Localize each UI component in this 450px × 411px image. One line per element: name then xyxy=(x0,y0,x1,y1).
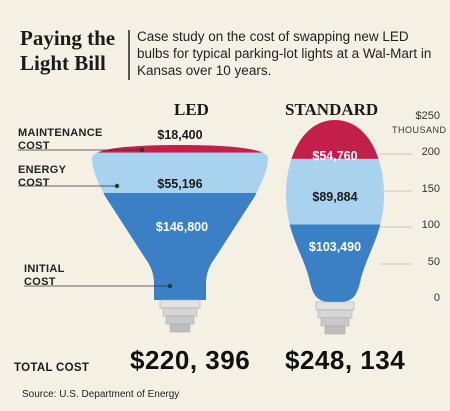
source-note: Source: U.S. Department of Energy xyxy=(22,389,180,400)
leader-dot xyxy=(114,183,120,189)
bar-led-maintenance xyxy=(92,145,268,153)
bar-led-energy xyxy=(92,152,268,193)
y-tick-label: $250 xyxy=(415,110,440,122)
standard-bulb-base xyxy=(317,309,353,319)
y-tick-label: 100 xyxy=(421,219,440,231)
data-label-led-initial: $146,800 xyxy=(156,220,208,234)
leader-dot xyxy=(167,283,173,289)
y-tick-label: 200 xyxy=(421,146,440,158)
standard-bulb xyxy=(286,120,384,335)
data-label-standard-initial: $103,490 xyxy=(309,240,361,254)
data-label-standard-maintenance: $54,760 xyxy=(312,149,357,163)
side-label-maintenance: MAINTENANCE COST xyxy=(18,127,103,152)
y-tick-label: 150 xyxy=(421,183,440,195)
data-label-standard-energy: $89,884 xyxy=(312,190,357,204)
y-tick-label: 50 xyxy=(427,256,440,268)
y-unit-label: THOUSAND xyxy=(392,125,447,135)
side-label-initial: INITIAL COST xyxy=(24,263,65,288)
chart-title: Paying the Light Bill xyxy=(20,26,116,75)
led-bulb-base xyxy=(162,307,198,317)
data-label-led-maintenance: $18,400 xyxy=(157,128,202,142)
category-label-led: LED xyxy=(174,100,209,119)
bar-standard-initial xyxy=(286,224,384,302)
led-bulb-base xyxy=(169,323,191,333)
total-cost-label: TOTAL COST xyxy=(14,362,90,374)
standard-bulb-base xyxy=(320,317,350,327)
gridlines xyxy=(380,153,412,265)
leader-lines xyxy=(18,147,173,289)
bar-standard-energy xyxy=(286,158,384,225)
standard-bulb-base xyxy=(324,325,346,335)
leader-dot xyxy=(139,147,145,153)
y-tick-label: 0 xyxy=(433,292,440,304)
led-bulb-base xyxy=(159,299,201,309)
standard-bulb-base xyxy=(315,301,355,311)
total-value-led: $220, 396 xyxy=(130,345,251,375)
bar-standard-maintenance xyxy=(286,120,384,159)
total-value-standard: $248, 134 xyxy=(285,345,406,375)
chart-subtitle: Case study on the cost of swapping new L… xyxy=(137,29,432,78)
data-label-led-energy: $55,196 xyxy=(157,177,202,191)
category-label-standard: STANDARD xyxy=(285,100,379,119)
led-bulb-base xyxy=(165,315,195,325)
title-divider xyxy=(128,30,130,80)
bar-led-initial xyxy=(92,192,268,300)
